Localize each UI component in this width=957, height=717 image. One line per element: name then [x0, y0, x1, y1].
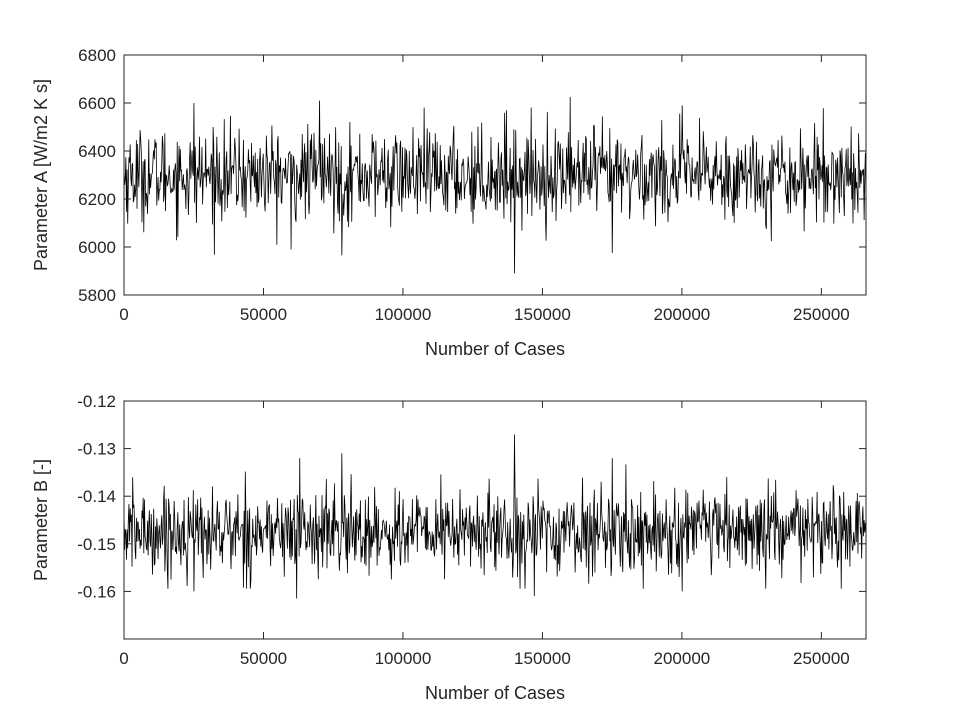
- x-axis-label: Number of Cases: [425, 683, 565, 703]
- y-tick-label: 6000: [78, 238, 116, 257]
- y-tick-label: 6400: [78, 142, 116, 161]
- x-tick-label: 100000: [375, 649, 432, 668]
- axes-box: [123, 54, 867, 296]
- x-axis-ticks: 0 50000 100000 150000 200000 250000: [119, 401, 850, 668]
- series-line-parameter-a: [123, 96, 867, 274]
- y-tick-label: -0.14: [77, 487, 116, 506]
- x-tick-label: 150000: [514, 305, 571, 324]
- series-line: [123, 434, 867, 599]
- y-axis-label: Parameter A [W/m2 K s]: [31, 79, 51, 271]
- x-tick-label: 200000: [654, 305, 711, 324]
- axes-box: [123, 400, 867, 640]
- x-tick-label: 0: [119, 649, 128, 668]
- x-tick-label: 250000: [793, 649, 850, 668]
- y-tick-label: 6200: [78, 190, 116, 209]
- chart-panel-parameter-a: 0 50000 100000 150000 200000 250000 5800 6000 6…: [31, 46, 867, 359]
- x-axis-ticks: 0 50000 100000 150000 200000 250000: [119, 55, 850, 324]
- x-tick-label: 200000: [654, 649, 711, 668]
- x-tick-label: 0: [119, 305, 128, 324]
- x-tick-label: 100000: [375, 305, 432, 324]
- y-tick-label: -0.16: [77, 582, 116, 601]
- x-tick-label: 150000: [514, 649, 571, 668]
- y-axis-ticks: 5800 6000 6200 6400 6600 6800: [78, 46, 866, 305]
- y-tick-label: -0.12: [77, 392, 116, 411]
- x-tick-label: 250000: [793, 305, 850, 324]
- y-axis-label: Parameter B [-]: [31, 459, 51, 581]
- x-tick-label: 50000: [240, 305, 287, 324]
- x-axis-label: Number of Cases: [425, 339, 565, 359]
- y-tick-label: -0.15: [77, 535, 116, 554]
- chart-panel-parameter-b: 0 50000 100000 150000 200000 250000 -0.16-0.1…: [31, 392, 867, 703]
- y-tick-label: -0.13: [77, 440, 116, 459]
- y-tick-label: 5800: [78, 286, 116, 305]
- y-axis-ticks: -0.16 -0.15 -0.14 -0.13 -0.12: [77, 392, 866, 601]
- y-tick-label: 6600: [78, 94, 116, 113]
- y-tick-label: 6800: [78, 46, 116, 65]
- series-line-parameter-b: [123, 434, 867, 599]
- series-line: [123, 96, 867, 274]
- x-tick-label: 50000: [240, 649, 287, 668]
